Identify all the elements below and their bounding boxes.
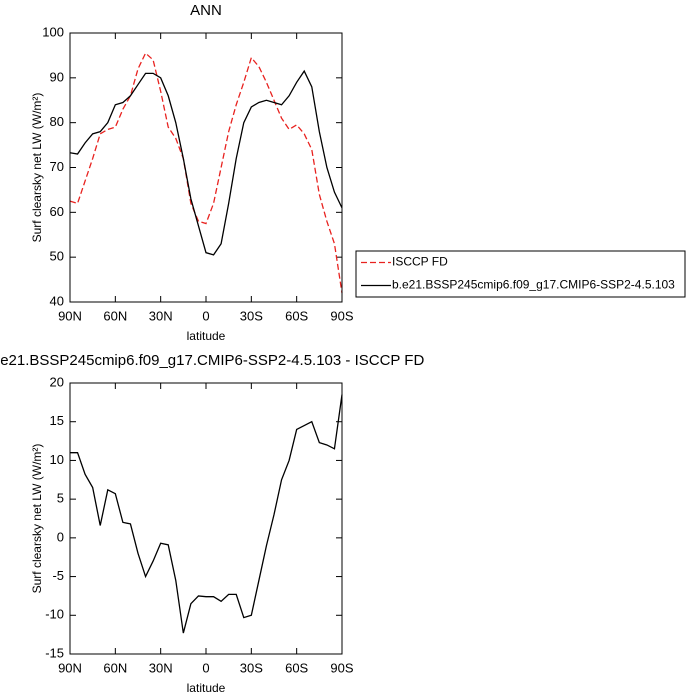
y-tick-label: 0 [57, 529, 64, 544]
chart-title: ANN [190, 2, 222, 19]
x-tick-label: 0 [202, 660, 209, 675]
y-tick-label: -15 [45, 645, 64, 660]
y-tick-label: 10 [50, 452, 64, 467]
y-tick-label: 90 [50, 69, 64, 84]
y-tick-label: 80 [50, 114, 64, 129]
x-tick-label: 90S [330, 660, 353, 675]
x-axis-label: latitude [187, 681, 226, 695]
y-axis-label: Surf clearsky net LW (W/m²) [30, 444, 44, 594]
y-tick-label: 100 [42, 24, 64, 39]
series-line [70, 394, 343, 634]
x-tick-label: 60N [103, 308, 127, 323]
y-tick-label: 60 [50, 204, 64, 219]
plot-frame [69, 382, 343, 655]
y-tick-label: 70 [50, 159, 64, 174]
y-tick-label: 15 [50, 413, 64, 428]
y-axis-label: Surf clearsky net LW (W/m²) [30, 93, 44, 243]
x-tick-label: 60N [103, 660, 127, 675]
x-tick-label: 0 [202, 308, 209, 323]
x-tick-label: 30S [240, 308, 263, 323]
series-line [69, 52, 343, 294]
legend-label: ISCCP FD [392, 255, 448, 269]
x-tick-label: 90S [330, 308, 353, 323]
y-tick-label: 20 [50, 374, 64, 389]
x-axis-label: latitude [187, 329, 226, 343]
x-tick-label: 60S [285, 660, 308, 675]
x-tick-label: 60S [285, 308, 308, 323]
legend-box [355, 250, 686, 298]
series-line [69, 69, 343, 256]
plot-frame [69, 32, 343, 303]
chart-title: b.e21.BSSP245cmip6.f09_g17.CMIP6-SSP2-4.… [0, 352, 424, 369]
x-tick-label: 90N [58, 308, 82, 323]
legend-label: b.e21.BSSP245cmip6.f09_g17.CMIP6-SSP2-4.… [392, 278, 675, 292]
y-tick-label: 5 [57, 491, 64, 506]
y-tick-label: -5 [52, 568, 64, 583]
y-tick-label: 40 [50, 293, 64, 308]
x-tick-label: 30N [149, 308, 173, 323]
y-tick-label: -10 [45, 607, 64, 622]
x-tick-label: 30S [240, 660, 263, 675]
x-tick-label: 30N [149, 660, 173, 675]
y-tick-label: 50 [50, 249, 64, 264]
x-tick-label: 90N [58, 660, 82, 675]
